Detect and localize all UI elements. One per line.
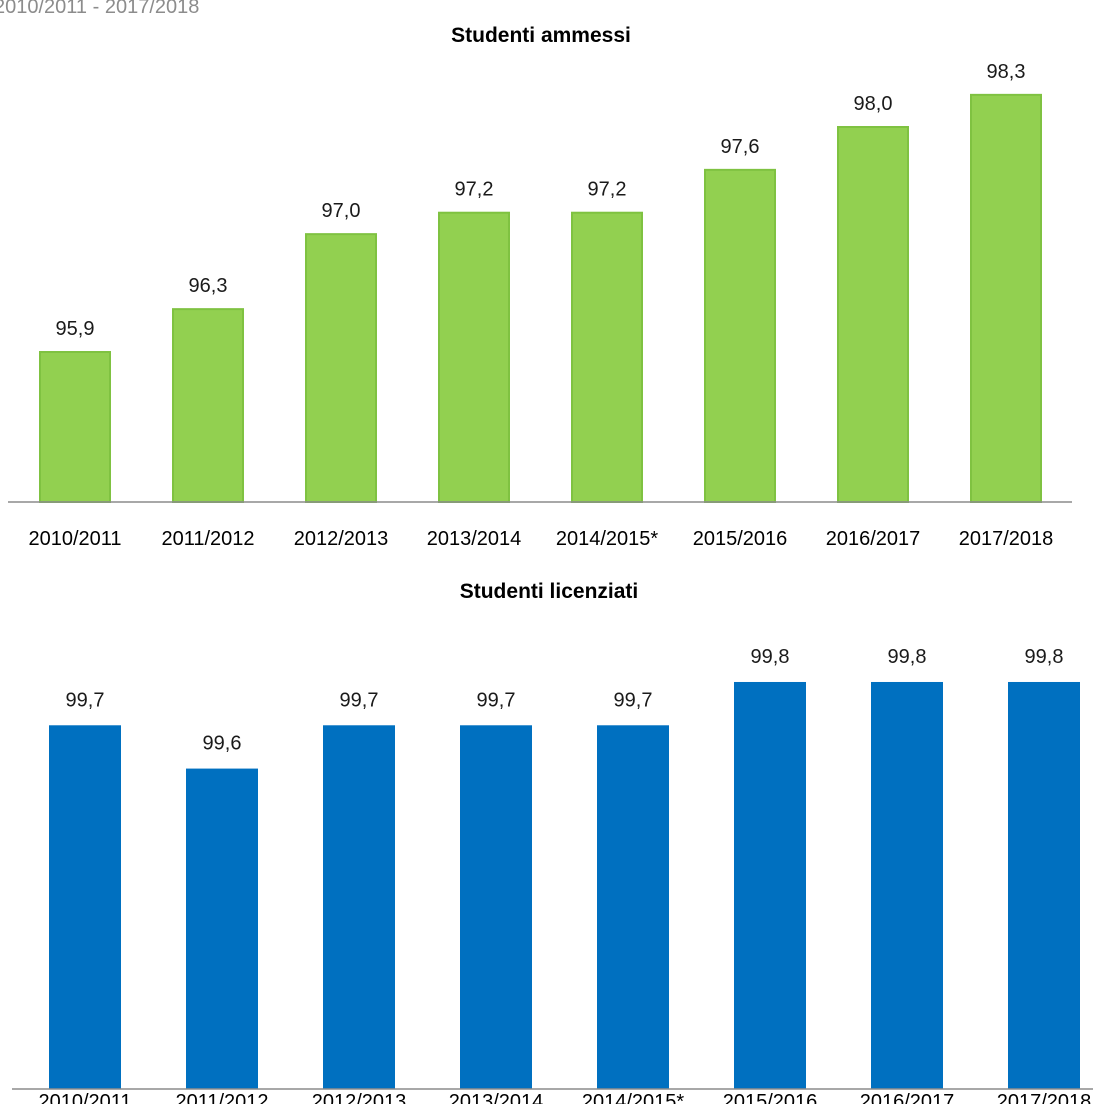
x-tick-labels: 2010/2011 2011/2012 2012/2013 2013/2014 2014…: [28, 528, 1053, 550]
data-label: 99,8: [1025, 646, 1064, 668]
chart-title: Studenti ammessi: [451, 24, 631, 47]
bar-2014-2015: [571, 211, 643, 503]
x-tick-labels: 2010/2011 2011/2012 2012/2013 2013/2014 2014…: [38, 1091, 1091, 1104]
bar-2017-2018: [970, 93, 1042, 503]
data-label: 98,3: [987, 61, 1026, 83]
x-tick-label: 2010/2011: [38, 1091, 131, 1104]
data-label: 99,6: [203, 733, 242, 755]
bar-2013-2014: [460, 725, 532, 1089]
x-tick-label: 2017/2018: [997, 1091, 1092, 1104]
x-tick-label: 2011/2012: [175, 1091, 268, 1104]
x-tick-label: 2012/2013: [294, 528, 389, 550]
data-label: 95,9: [56, 318, 95, 340]
bar-2010-2011: [49, 725, 121, 1089]
chart-title: Studenti licenziati: [460, 580, 639, 603]
chart-studenti-licenziati: Studenti licenziati 99,799,699,7 99,7 99,7…: [12, 580, 1093, 1104]
x-tick-label: 2015/2016: [693, 528, 788, 550]
x-tick-label: 2017/2018: [959, 528, 1054, 550]
bar-2011-2012: [172, 308, 244, 503]
bar-2016-2017: [837, 126, 909, 503]
x-tick-label: 2012/2013: [312, 1091, 407, 1104]
bar-2012-2013: [323, 725, 395, 1089]
data-label: 99,7: [340, 689, 379, 711]
data-label: 97,6: [721, 136, 760, 158]
bar-2010-2011: [39, 351, 111, 503]
data-label: 96,3: [189, 275, 228, 297]
chart-studenti-ammessi: Studenti ammessi 95,9 96,3 97,0 97,2 97,2 97,…: [8, 24, 1072, 550]
data-label: 99,8: [751, 646, 790, 668]
data-label: 97,2: [588, 179, 627, 201]
x-tick-label: 2016/2017: [826, 528, 921, 550]
x-tick-label: 2016/2017: [860, 1091, 955, 1104]
x-tick-label: 2013/2014: [449, 1091, 544, 1104]
data-label: 98,0: [854, 93, 893, 115]
data-label: 99,7: [66, 689, 105, 711]
x-tick-label: 2015/2016: [723, 1091, 818, 1104]
bar-2013-2014: [438, 211, 510, 503]
period-header: 2010/2011 - 2017/2018: [0, 0, 200, 18]
x-tick-label: 2010/2011: [28, 528, 121, 550]
bar-2017-2018: [1008, 681, 1080, 1089]
bar-2012-2013: [305, 233, 377, 503]
bar-2016-2017: [871, 681, 943, 1089]
x-tick-label: 2014/2015*: [582, 1091, 685, 1104]
data-label: 99,7: [477, 689, 516, 711]
bar-2015-2016: [734, 681, 806, 1089]
bar-2015-2016: [704, 168, 776, 503]
data-label: 99,8: [888, 646, 927, 668]
x-tick-label: 2013/2014: [427, 528, 522, 550]
data-label: 97,2: [455, 179, 494, 201]
bars-group: 95,9 96,3 97,0 97,2 97,2 97,6 98,0 98,3: [39, 61, 1042, 503]
bar-2014-2015: [597, 725, 669, 1089]
x-tick-label: 2014/2015*: [556, 528, 659, 550]
bars-group: 99,7 99,6 99,7 99,7 99,7 99,8 99,8 99,8: [49, 646, 1080, 1089]
data-label: 97,0: [322, 200, 361, 222]
x-tick-label: 2011/2012: [161, 528, 254, 550]
bar-2011-2012: [186, 768, 258, 1089]
data-label: 99,7: [614, 689, 653, 711]
